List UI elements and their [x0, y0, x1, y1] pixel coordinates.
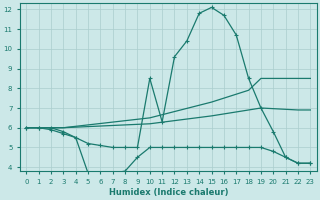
X-axis label: Humidex (Indice chaleur): Humidex (Indice chaleur) — [108, 188, 228, 197]
